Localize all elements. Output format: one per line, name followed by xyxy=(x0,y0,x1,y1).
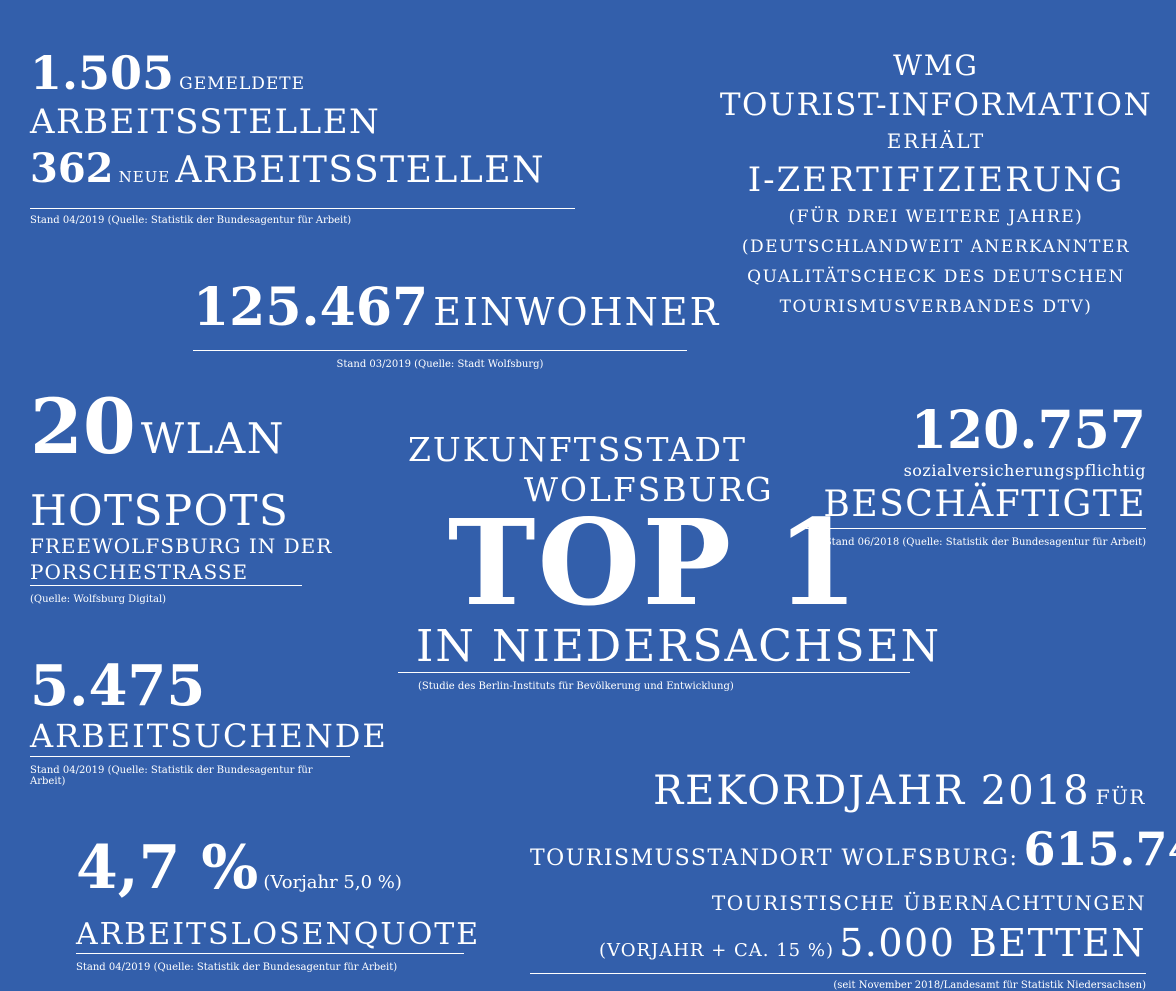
wlan-detail-1: freeWolfsburg in der xyxy=(30,534,333,558)
residents-source: Stand 03/2019 (Quelle: Stadt Wolfsburg) xyxy=(336,359,544,370)
jobs-new-label-2: Arbeitsstellen xyxy=(175,150,546,191)
wlan-source: (Quelle: Wolfsburg Digital) xyxy=(30,594,167,605)
tourist-info-line2: Tourist-Information xyxy=(719,87,1153,123)
wlan-line: 20 WLAN xyxy=(30,386,302,489)
unemployment-previous: (Vorjahr 5,0 %) xyxy=(263,872,402,893)
future-city-rank: TOP 1 xyxy=(447,493,861,632)
future-city-line1: Zukunftsstadt xyxy=(408,430,747,469)
jobs-block: 1.505 gemeldete Arbeitsstellen 362 neue … xyxy=(30,46,575,226)
job-seekers-count: 5.475 xyxy=(30,653,206,719)
wlan-label-2: Hotspots xyxy=(30,486,290,535)
employees-label: Beschäftigte xyxy=(806,482,1146,529)
tourism-headline: Rekordjahr 2018 xyxy=(653,768,1091,814)
employees-block: 120.757 sozialversicherungspflichtig Bes… xyxy=(806,402,1146,548)
wlan-count: 20 xyxy=(30,382,136,471)
tourist-info-line4: i-Zertifizierung xyxy=(747,160,1125,200)
tourist-info-line5: (für drei weitere Jahre) xyxy=(788,207,1084,227)
unemployment-block: 4,7 % (Vorjahr 5,0 %) Arbeitslosenquote … xyxy=(76,834,481,973)
wlan-block: 20 WLAN Hotspots freeWolfsburg in der Po… xyxy=(30,386,333,605)
tourist-info-line1: WMG xyxy=(893,49,979,82)
jobs-source: Stand 04/2019 (Quelle: Statistik der Bun… xyxy=(30,215,352,226)
tourism-previous: (Vorjahr + ca. 15 %) xyxy=(599,940,834,961)
future-city-line2: Wolfsburg xyxy=(524,470,774,509)
residents-line: 125.467 Einwohner xyxy=(193,277,718,351)
tourist-info-block: WMG Tourist-Information erhält i-Zertifi… xyxy=(712,46,1160,322)
tourist-info-line7: Qualitätscheck des Deutschen xyxy=(747,267,1125,287)
jobs-new-line: 362 neue Arbeitsstellen xyxy=(30,144,575,209)
future-city-region: in Niedersachsen xyxy=(398,622,939,673)
employees-label-small: sozialversicherungspflichtig xyxy=(903,461,1146,480)
tourism-beds: 5.000 Betten xyxy=(839,921,1146,965)
jobs-new-label: neue xyxy=(118,163,171,188)
residents-label: Einwohner xyxy=(433,290,721,334)
job-seekers-block: 5.475 Arbeitsuchende Stand 04/2019 (Quel… xyxy=(30,653,388,787)
residents-count: 125.467 xyxy=(193,277,429,338)
employees-source: Stand 06/2018 (Quelle: Statistik der Bun… xyxy=(824,537,1146,548)
tourism-overnights: 615.741 xyxy=(1023,822,1176,876)
tourism-location: Tourismusstandort Wolfsburg: xyxy=(530,846,1019,871)
tourism-beds-line: (Vorjahr + ca. 15 %) 5.000 Betten xyxy=(530,921,1146,974)
tourist-info-line6: (deutschlandweit anerkannter xyxy=(741,237,1131,257)
jobs-reported-label: gemeldete xyxy=(179,67,306,95)
jobs-reported-line: 1.505 gemeldete xyxy=(30,46,575,100)
tourism-headline-line: Rekordjahr 2018 für xyxy=(530,766,1146,824)
tourism-overnights-label: touristische Übernachtungen xyxy=(711,891,1146,915)
wlan-detail-2: Porschestraße xyxy=(30,559,302,586)
tourism-block: Rekordjahr 2018 für Tourismusstandort Wo… xyxy=(530,766,1176,991)
unemployment-label: Arbeitslosenquote xyxy=(76,917,481,954)
jobs-reported-count: 1.505 xyxy=(30,46,175,100)
tourist-info-line8: Tourismusverbandes DTV) xyxy=(779,297,1093,317)
job-seekers-label: Arbeitsuchende xyxy=(30,717,388,757)
tourism-overnights-line: Tourismusstandort Wolfsburg: 615.741 xyxy=(530,824,1176,885)
future-city-block: Zukunftsstadt Wolfsburg TOP 1 in Nieders… xyxy=(398,430,939,692)
future-city-source: (Studie des Berlin-Instituts für Bevölke… xyxy=(418,681,734,692)
unemployment-line: 4,7 % (Vorjahr 5,0 %) xyxy=(76,834,464,917)
jobs-new-count: 362 xyxy=(30,145,114,192)
job-seekers-source: Stand 04/2019 (Quelle: Statistik der Bun… xyxy=(30,765,313,787)
unemployment-source: Stand 04/2019 (Quelle: Statistik der Bun… xyxy=(76,962,398,973)
employees-count: 120.757 xyxy=(910,400,1146,461)
tourist-info-line3: erhält xyxy=(886,129,986,153)
tourism-for: für xyxy=(1095,785,1146,809)
unemployment-rate: 4,7 % xyxy=(76,833,259,903)
wlan-label: WLAN xyxy=(140,414,285,463)
residents-block: 125.467 Einwohner Stand 03/2019 (Quelle:… xyxy=(193,277,718,370)
jobs-reported-label-2: Arbeitsstellen xyxy=(30,102,381,142)
